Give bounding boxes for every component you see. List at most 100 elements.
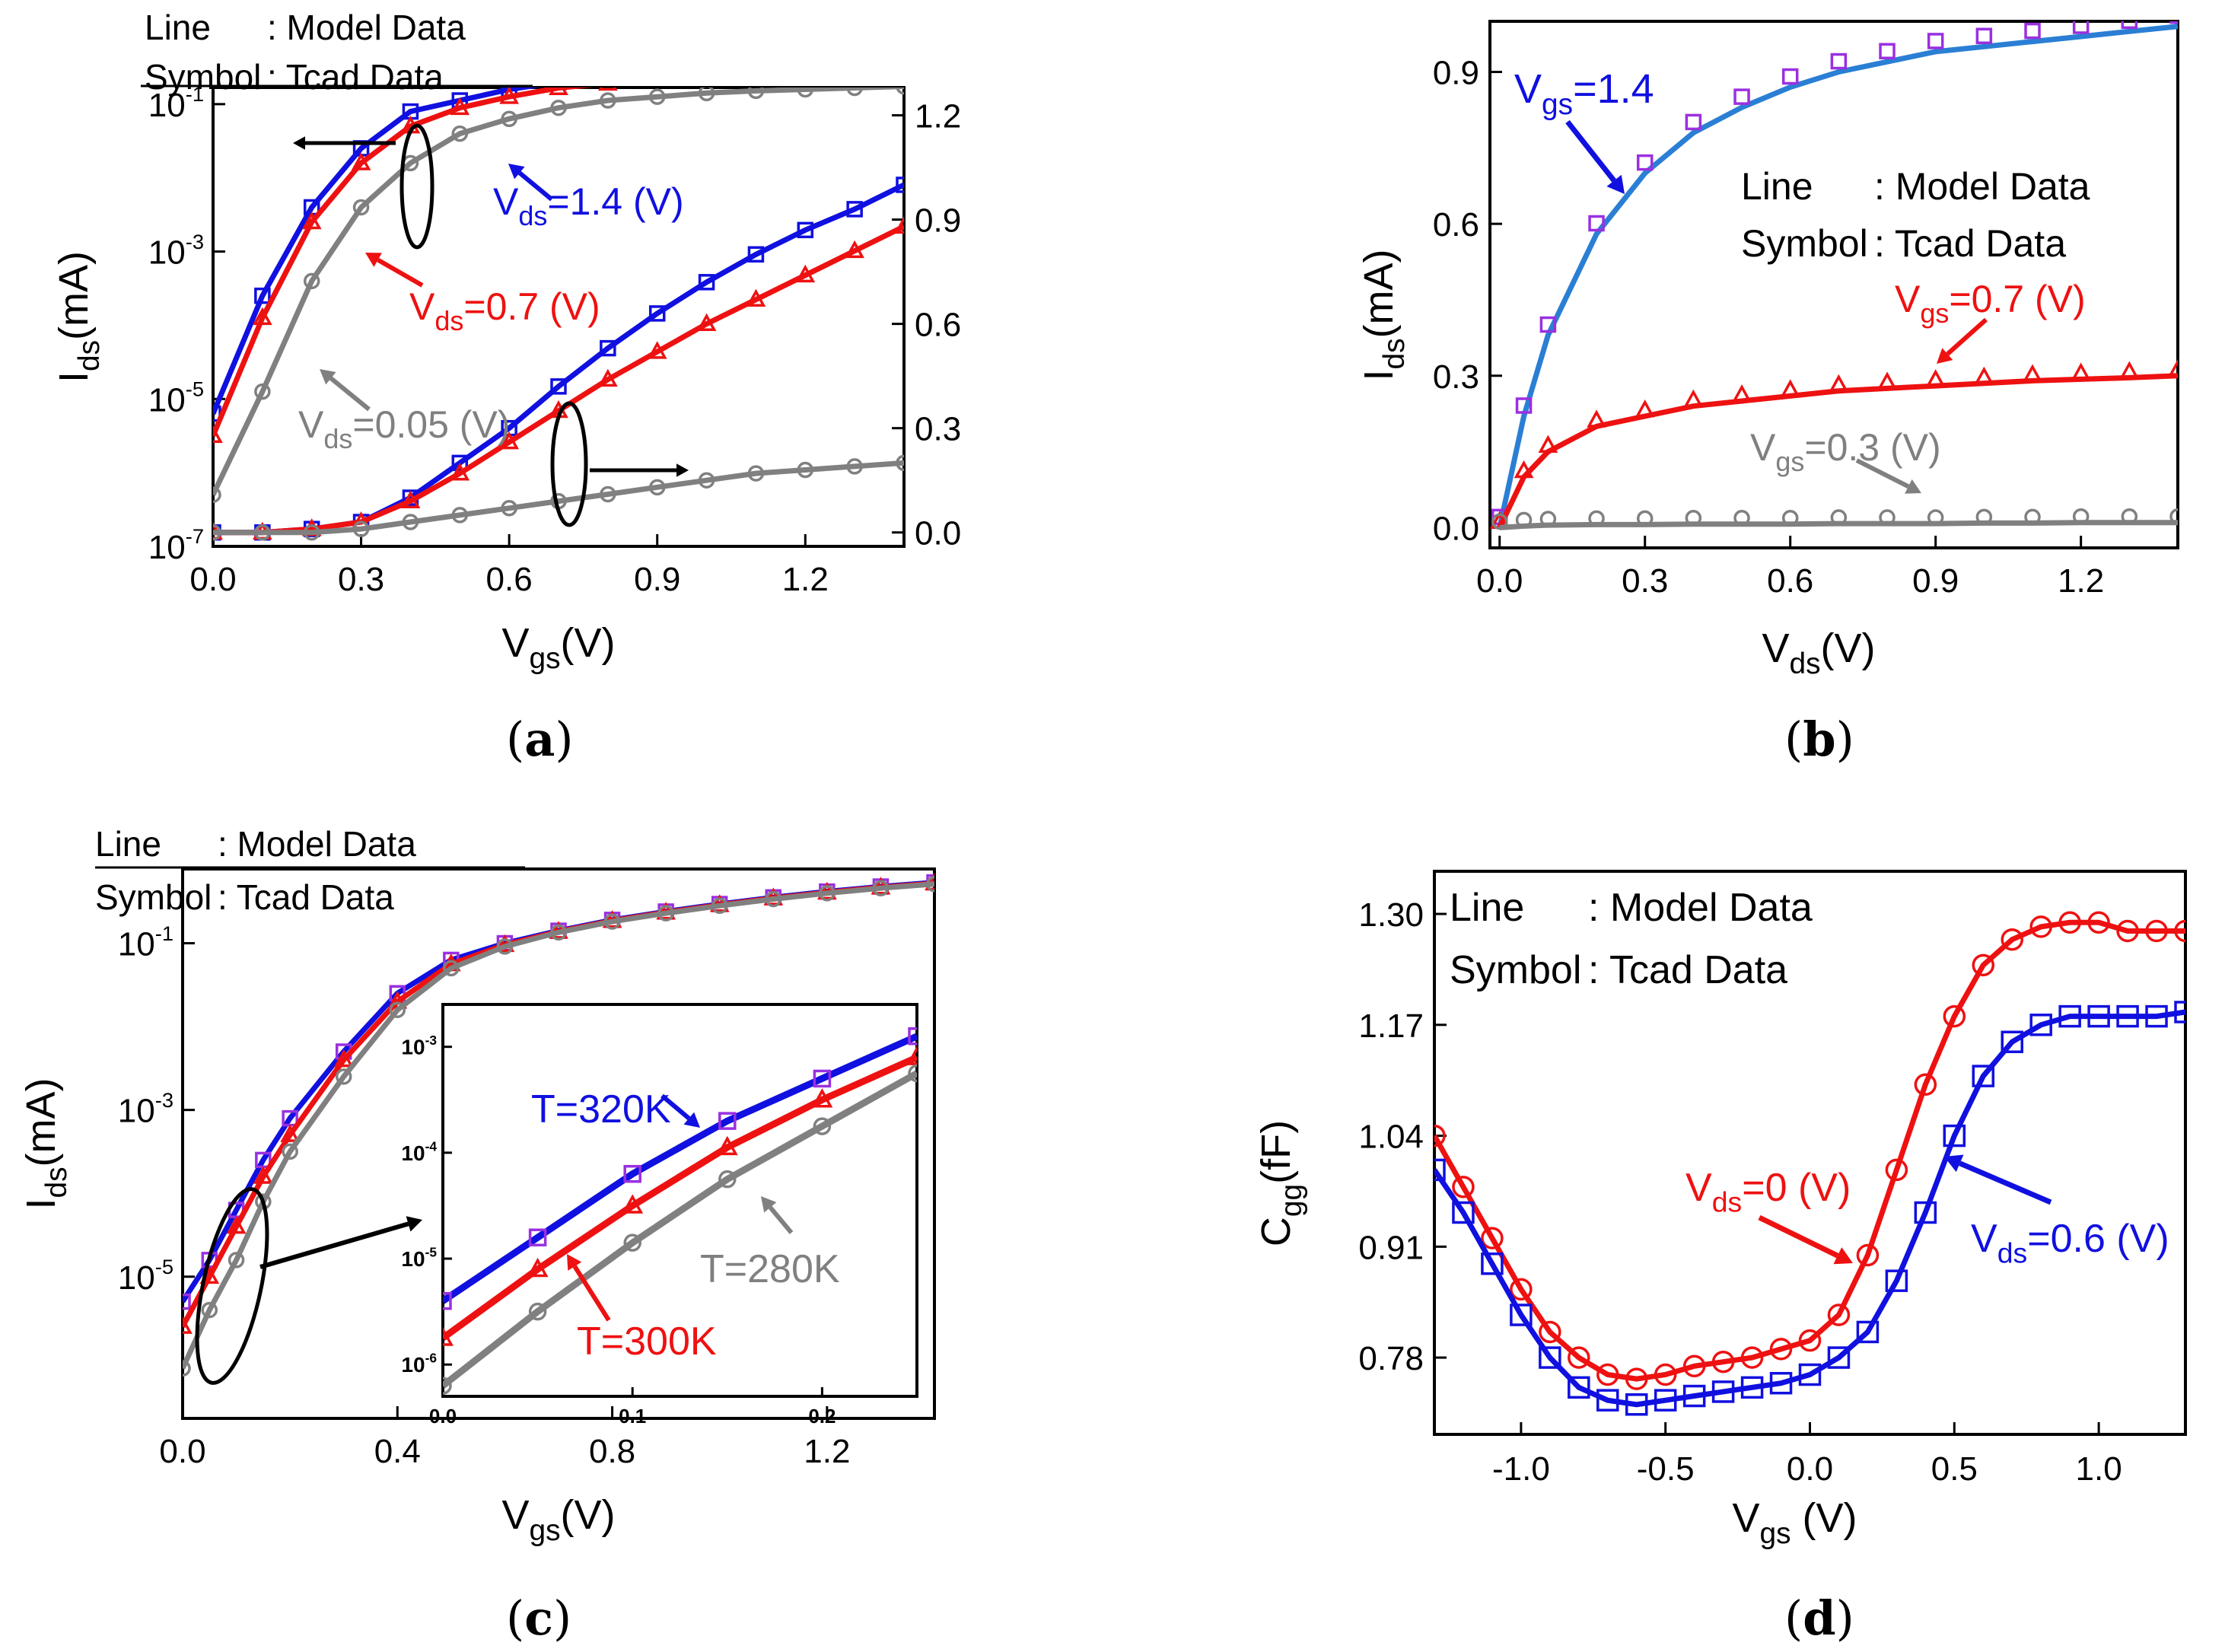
panel-d-series-0-point: [1596, 1363, 1619, 1386]
panel-d-series-1-point: [2029, 1014, 2052, 1036]
panel-a-series-2-linear-point: [352, 520, 370, 537]
panel-a-series-1-log-point: [650, 72, 665, 85]
panel-c-inset-series-2-line: [443, 1070, 917, 1389]
panel-b-series-1-point: [1732, 384, 1752, 403]
panel-c-inset-series-2-point: [443, 1377, 452, 1395]
panel-a-series-1-linear-point: [894, 215, 904, 234]
panel-d-series-0-point: [1798, 1329, 1822, 1352]
panel-c-arrow-to-inset-shaft: [259, 1221, 409, 1269]
panel-a-series-1-log-point: [847, 61, 862, 75]
panel-b-ytick-label: 0.3: [1433, 358, 1479, 396]
panel-c-series-1-point: [183, 1316, 193, 1334]
panel-b-series-0-point: [1685, 113, 1702, 131]
panel-a-series-2-linear-point: [846, 458, 863, 475]
panel-a-series-0-log-point: [848, 59, 861, 72]
panel-c-arrow-300k-head: [567, 1254, 582, 1271]
panel-c-arrow-300k-shaft: [572, 1265, 611, 1322]
panel-c-series-2-point: [443, 960, 460, 977]
panel-b-series-2-point: [1685, 509, 1702, 527]
panel-b-annotation-vgs14: Vgs=1.4: [1514, 66, 1654, 121]
panel-a-ellipse-log: [399, 123, 434, 250]
panel-a-series-1-log-point: [597, 88, 618, 91]
panel-d-series-1-point: [1914, 1201, 1937, 1224]
panel-a-xtick-label: 1.2: [782, 561, 829, 598]
panel-d-arrow-vds0-head: [1833, 1247, 1853, 1265]
panel-d-series-0-point: [2116, 919, 2139, 943]
panel-a-xtick-label: 0.6: [486, 561, 533, 598]
panel-d-series-0-point: [1711, 1350, 1735, 1373]
panel-d-series-0-point: [1856, 1243, 1880, 1267]
panel-d-series-0-point: [1972, 953, 1995, 977]
panel-d-series-0-point: [2145, 919, 2168, 943]
panel-a-series-2-linear-point: [896, 454, 904, 472]
panel-a-xtick-label: 0.9: [634, 561, 680, 598]
panel-c-series-0-point: [183, 1293, 191, 1310]
panel-d-annotation-vds06: Vds=0.6 (V): [1971, 1217, 2169, 1269]
panel-a-series-2-log-point: [213, 486, 221, 503]
panel-b-series-1-point: [1683, 389, 1704, 408]
panel-a-annotation-vds14: Vds=1.4 (V): [493, 180, 684, 231]
panel-a-series-0-log-point: [798, 60, 812, 74]
panel-c-series-2-point: [603, 913, 621, 930]
panel-c-series-2-point: [389, 1001, 406, 1018]
panel-a-series-0-log-point: [700, 64, 714, 78]
panel-a-series-2-log-point: [648, 88, 666, 105]
panel-b-series-0-point: [1588, 215, 1605, 232]
panel-c-inset-series-0-point: [528, 1228, 547, 1246]
panel-a-series-1-linear-point: [746, 288, 766, 307]
panel-d-xtick-label: -0.5: [1637, 1450, 1695, 1488]
panel-a-series-0-linear-point: [846, 201, 863, 218]
panel-b-ytick-label: 0.9: [1433, 55, 1479, 92]
panel-b-series-2-point: [2169, 508, 2178, 525]
panel-a-series-1-linear-point: [499, 431, 520, 450]
panel-c-label-300k: T=300K: [577, 1319, 717, 1364]
panel-c-inset-series-0-point: [718, 1112, 737, 1130]
panel-a-series-1-linear-point: [795, 264, 816, 283]
panel-c-series-1-point: [253, 1166, 273, 1184]
panel-b-series-1-point: [2023, 364, 2042, 382]
panel-b-xlabel: Vds(V): [1762, 625, 1875, 680]
panel-a-left-axis-arrow-head: [293, 136, 305, 150]
panel-a-series-0-log-point: [601, 72, 615, 85]
panel-d-series-0-point: [1568, 1346, 1590, 1369]
panel-c-inset-series-1-point: [443, 1326, 454, 1346]
panel-d-series-1-point: [2145, 1004, 2168, 1028]
panel-c-label-320k: T=320K: [531, 1087, 671, 1132]
panel-a-ylabel: Ids(mA): [51, 251, 106, 383]
panel-b-series-0-point: [1515, 397, 1533, 414]
panel-a-series-2-linear-point: [698, 472, 715, 489]
panel-a-series-0-log-point: [749, 62, 762, 75]
panel-b-series-2-point: [1830, 509, 1848, 526]
panel-a-annotation-vds005: Vds=0.05 (V): [298, 403, 510, 454]
panel-d-series-1-point: [1943, 1124, 1966, 1147]
panel-b-series-2-point: [1491, 513, 1508, 530]
panel-b-series-2-point: [1539, 511, 1557, 527]
panel-b-series-1-point: [1587, 409, 1606, 428]
panel-d-series-0-point: [2029, 915, 2052, 938]
panel-c-series-2-point: [201, 1301, 218, 1319]
panel-b-series-0-point: [1927, 33, 1944, 49]
panel-c-series-2-point: [183, 1360, 191, 1377]
panel-c-series-2-line: [183, 881, 934, 1370]
panel-a-arrow-vds14-head: [508, 164, 525, 180]
panel-a-series-1-log-point: [252, 307, 272, 326]
panel-d-series-0-point: [1769, 1338, 1793, 1361]
panel-b-series-0-point: [2024, 22, 2041, 40]
panel-a-series-0-linear-point: [451, 454, 469, 472]
panel-d-xtick-label: 0.0: [1787, 1450, 1833, 1488]
panel-d-series-1-point: [1568, 1376, 1590, 1399]
panel-a-arrow-vds005-head: [320, 369, 336, 385]
panel-a-series-1-log-point: [450, 97, 470, 116]
panel-c-series-2-point: [550, 924, 567, 941]
panel-c-inset-series-1-point: [906, 1046, 917, 1065]
panel-d-series-1-point: [1827, 1346, 1851, 1369]
panel-d-series-1-point: [2058, 1004, 2081, 1028]
panel-c-xlabel: Vgs(V): [501, 1492, 615, 1547]
panel-a-series-2-linear-point: [501, 500, 517, 517]
panel-d-series-1-point: [1510, 1303, 1533, 1326]
caption-b: (b): [1784, 711, 1854, 767]
panel-b-series-1-point: [1514, 460, 1534, 479]
panel-c-plot: [183, 872, 934, 1377]
panel-b-legend-line-label: Line: [1741, 165, 1813, 208]
panel-a-series-0-linear-point: [600, 339, 616, 357]
